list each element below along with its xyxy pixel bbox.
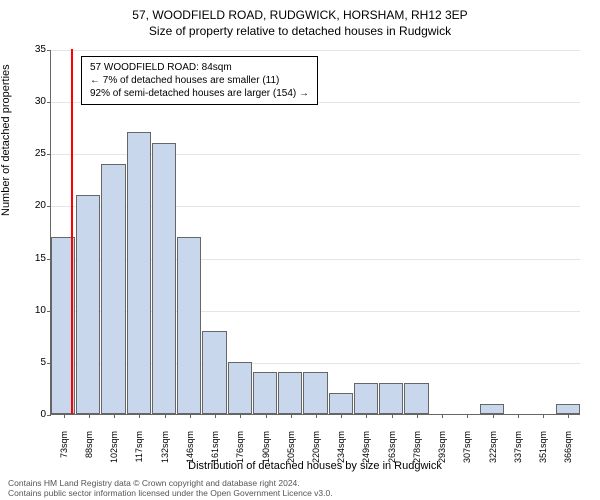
x-tick-mark bbox=[366, 414, 367, 418]
histogram-bar bbox=[177, 237, 201, 414]
histogram-bar bbox=[303, 372, 327, 414]
y-tick-label: 10 bbox=[21, 305, 46, 316]
y-tick-label: 30 bbox=[21, 96, 46, 107]
histogram-bar bbox=[202, 331, 226, 414]
histogram-bar bbox=[480, 404, 504, 414]
x-tick-mark bbox=[139, 414, 140, 418]
property-marker-line bbox=[71, 49, 73, 414]
x-tick-mark bbox=[392, 414, 393, 418]
x-tick-mark bbox=[316, 414, 317, 418]
x-tick-mark bbox=[291, 414, 292, 418]
y-tick-label: 25 bbox=[21, 148, 46, 159]
y-tick-mark bbox=[47, 50, 51, 51]
x-tick-mark bbox=[165, 414, 166, 418]
histogram-bar bbox=[556, 404, 580, 414]
histogram-bar bbox=[404, 383, 428, 414]
y-tick-label: 5 bbox=[21, 357, 46, 368]
footer-line1: Contains HM Land Registry data © Crown c… bbox=[8, 478, 592, 488]
y-tick-mark bbox=[47, 102, 51, 103]
y-tick-label: 0 bbox=[21, 409, 46, 420]
histogram-bar bbox=[127, 132, 151, 414]
histogram-bar bbox=[354, 383, 378, 414]
info-box-line3: 92% of semi-detached houses are larger (… bbox=[90, 87, 309, 100]
y-axis-label: Number of detached properties bbox=[0, 64, 12, 216]
info-box-line1: 57 WOODFIELD ROAD: 84sqm bbox=[90, 61, 309, 74]
chart-title: 57, WOODFIELD ROAD, RUDGWICK, HORSHAM, R… bbox=[0, 0, 600, 22]
y-tick-mark bbox=[47, 206, 51, 207]
histogram-bar bbox=[278, 372, 302, 414]
y-tick-mark bbox=[47, 154, 51, 155]
y-tick-label: 35 bbox=[21, 44, 46, 55]
x-tick-mark bbox=[417, 414, 418, 418]
x-tick-mark bbox=[442, 414, 443, 418]
histogram-bar bbox=[152, 143, 176, 414]
x-tick-mark bbox=[493, 414, 494, 418]
x-tick-mark bbox=[114, 414, 115, 418]
y-tick-mark bbox=[47, 415, 51, 416]
histogram-bar bbox=[253, 372, 277, 414]
x-tick-mark bbox=[190, 414, 191, 418]
info-box-line2: ← 7% of detached houses are smaller (11) bbox=[90, 74, 309, 87]
x-tick-mark bbox=[89, 414, 90, 418]
y-tick-label: 15 bbox=[21, 253, 46, 264]
x-tick-mark bbox=[266, 414, 267, 418]
info-box: 57 WOODFIELD ROAD: 84sqm← 7% of detached… bbox=[81, 56, 318, 105]
histogram-bar bbox=[228, 362, 252, 414]
footer-line2: Contains public sector information licen… bbox=[8, 488, 592, 498]
histogram-bar bbox=[329, 393, 353, 414]
x-tick-mark bbox=[543, 414, 544, 418]
x-axis-label: Distribution of detached houses by size … bbox=[50, 460, 580, 472]
x-tick-mark bbox=[240, 414, 241, 418]
x-tick-mark bbox=[467, 414, 468, 418]
histogram-bar bbox=[101, 164, 125, 414]
x-tick-mark bbox=[518, 414, 519, 418]
chart-plot-area: 0510152025303573sqm88sqm102sqm117sqm132s… bbox=[50, 50, 580, 415]
x-tick-mark bbox=[215, 414, 216, 418]
x-tick-mark bbox=[341, 414, 342, 418]
histogram-bar bbox=[76, 195, 100, 414]
y-tick-label: 20 bbox=[21, 200, 46, 211]
chart-subtitle: Size of property relative to detached ho… bbox=[0, 22, 600, 38]
histogram-bar bbox=[379, 383, 403, 414]
x-tick-mark bbox=[568, 414, 569, 418]
footer-attribution: Contains HM Land Registry data © Crown c… bbox=[8, 478, 592, 498]
x-tick-mark bbox=[64, 414, 65, 418]
gridline bbox=[51, 50, 580, 51]
